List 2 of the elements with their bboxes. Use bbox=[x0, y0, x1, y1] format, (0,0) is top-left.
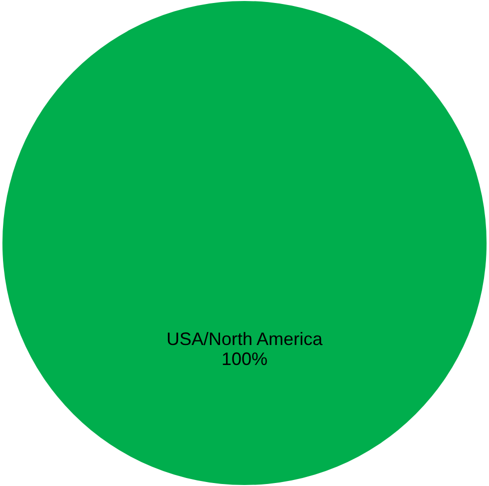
data-label: 100% bbox=[221, 348, 268, 369]
slice-label: USA/North America bbox=[166, 328, 324, 349]
